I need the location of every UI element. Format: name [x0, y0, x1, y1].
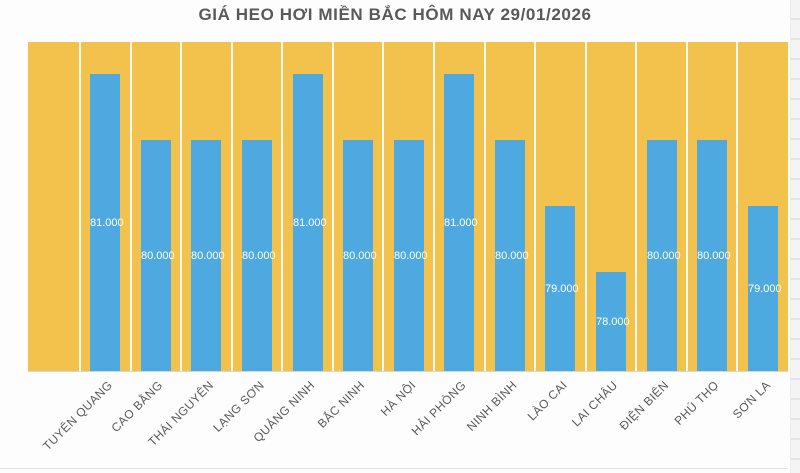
bar-value-label: 79.000	[748, 283, 782, 295]
bar-value-label: 81.000	[293, 217, 327, 229]
x-axis-label: LÀO CAI	[524, 378, 570, 424]
bar-value-label: 80.000	[697, 250, 731, 262]
bar-value-label: 81.000	[444, 217, 478, 229]
bar: 80.000	[647, 140, 681, 371]
gridline	[635, 42, 638, 371]
bar: 79.000	[748, 206, 782, 371]
x-axis-label: LẠNG SƠN	[210, 378, 267, 435]
bar: 80.000	[191, 140, 225, 371]
plot-area: 81.000 80.000 80.000 80.000 81.000 80.000 80.0…	[28, 42, 788, 372]
scrollbar[interactable]	[790, 0, 800, 473]
gridline	[331, 42, 334, 371]
bar: 80.000	[495, 140, 529, 371]
x-axis-label: PHÚ THỌ	[671, 378, 722, 428]
gridline	[685, 42, 688, 371]
bar-value-label: 81.000	[90, 217, 124, 229]
gridline	[584, 42, 587, 371]
x-axis-label: THÁI NGUYÊN	[144, 378, 216, 450]
bar-value-label: 78.000	[596, 316, 630, 328]
bar-value-label: 80.000	[495, 250, 529, 262]
bar-value-label: 80.000	[647, 250, 681, 262]
bar-value-label: 80.000	[394, 250, 428, 262]
gridline	[79, 42, 81, 371]
bar-value-label: 79.000	[545, 283, 579, 295]
bar-value-label: 80.000	[191, 250, 225, 262]
x-axis-label: BẮC NINH	[315, 378, 368, 431]
bar: 78.000	[596, 272, 630, 371]
gridline	[230, 42, 233, 371]
bar: 81.000	[293, 74, 327, 371]
x-axis-label: HÀ NỘI	[378, 378, 419, 419]
chart-bottom-border	[0, 468, 788, 469]
bar-value-label: 80.000	[242, 250, 276, 262]
x-axis-label: ĐIỆN BIÊN	[617, 378, 672, 433]
bar: 80.000	[141, 140, 175, 371]
bar: 81.000	[444, 74, 478, 371]
gridline	[534, 42, 537, 371]
chart-title: GIÁ HEO HƠI MIỀN BẮC HÔM NAY 29/01/2026	[198, 5, 592, 24]
gridline	[736, 42, 739, 371]
x-axis-label: SƠN LA	[729, 378, 773, 422]
x-axis-label: QUẢNG NINH	[250, 378, 318, 445]
x-axis-label: HẢI PHÒNG	[408, 378, 469, 439]
bar: 80.000	[394, 140, 428, 371]
gridline	[382, 42, 385, 371]
x-axis-label: LAI CHÂU	[569, 378, 621, 430]
bar-value-label: 80.000	[343, 250, 377, 262]
x-axis-label: NINH BÌNH	[464, 378, 520, 434]
bar: 80.000	[697, 140, 731, 371]
bar: 79.000	[545, 206, 579, 371]
x-axis-label: CAO BẰNG	[108, 378, 166, 435]
bar: 80.000	[343, 140, 377, 371]
gridline	[483, 42, 486, 371]
gridline	[180, 42, 183, 371]
bar-value-label: 80.000	[141, 250, 175, 262]
bar: 81.000	[90, 74, 124, 371]
bar: 80.000	[242, 140, 276, 371]
gridline	[433, 42, 435, 371]
gridline	[281, 42, 284, 371]
gridline	[129, 42, 132, 371]
x-axis-label: TUYÊN QUANG	[39, 378, 115, 454]
